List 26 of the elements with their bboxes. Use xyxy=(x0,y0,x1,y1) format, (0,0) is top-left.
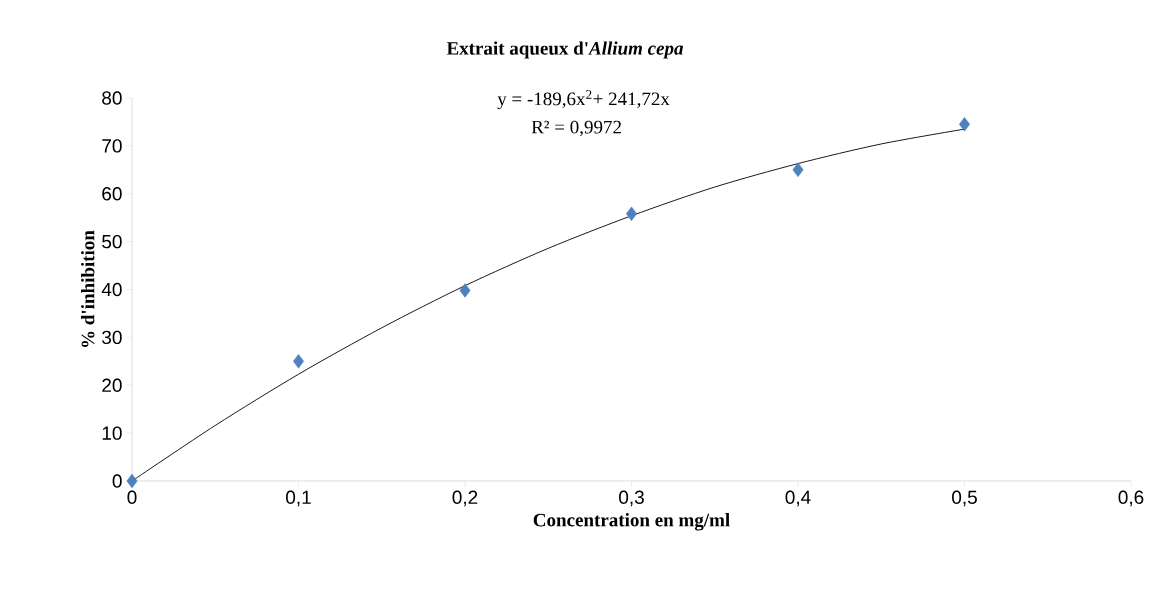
x-tick-label: 0,4 xyxy=(785,490,811,507)
y-tick-label: 60 xyxy=(102,187,122,201)
x-tick-label: 0,5 xyxy=(952,490,977,507)
y-tick-label: 70 xyxy=(102,139,122,153)
y-tick-label: 80 xyxy=(102,91,122,105)
x-tick-label: 0,1 xyxy=(286,490,311,507)
x-tick-label: 0 xyxy=(127,490,137,504)
point xyxy=(126,473,138,489)
y-tick-label: 20 xyxy=(102,378,122,392)
point xyxy=(792,162,804,178)
x-tick-label: 0,2 xyxy=(452,490,478,507)
y-tick-label: 40 xyxy=(101,282,122,297)
y-axis-title: % d'inhibition xyxy=(81,230,95,347)
chart-title: Extrait aqueux d'Allium cepa xyxy=(446,41,684,59)
point xyxy=(459,283,471,298)
y-tick-label: 50 xyxy=(102,234,122,249)
point xyxy=(959,117,970,132)
y-tick-label: 0 xyxy=(112,474,122,488)
annotation: y = -189,6x$^{2}$+ 241,72x xyxy=(497,90,670,110)
annotation: R² = 0,9972 xyxy=(531,120,621,137)
point xyxy=(293,354,304,369)
y-tick-label: 10 xyxy=(102,426,122,440)
x-tick-label: 0,3 xyxy=(619,490,644,507)
y-tick-label: 30 xyxy=(102,330,122,345)
x-axis-title: Concentration en mg/ml xyxy=(533,513,730,531)
x-tick-label: 0,6 xyxy=(1118,490,1144,507)
